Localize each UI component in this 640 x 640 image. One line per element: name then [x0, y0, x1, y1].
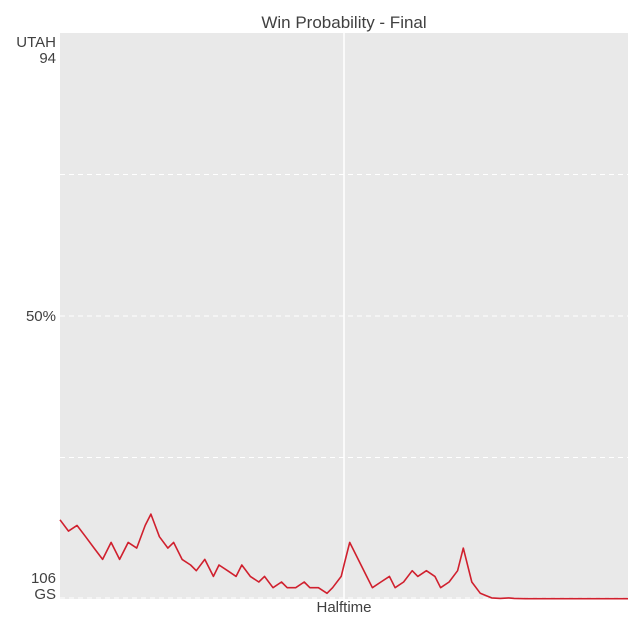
- win-probability-line: [59, 513, 628, 600]
- halftime-label: Halftime: [316, 599, 371, 616]
- top-team-score: 94: [39, 50, 56, 67]
- top-team-label: UTAH: [16, 34, 56, 51]
- bottom-team-score: 106: [31, 570, 56, 587]
- grid-layer: [60, 33, 628, 599]
- bottom-team-label: GS: [34, 586, 56, 603]
- y-tick-50-percent: 50%: [26, 308, 56, 325]
- chart-title: Win Probability - Final: [261, 13, 426, 32]
